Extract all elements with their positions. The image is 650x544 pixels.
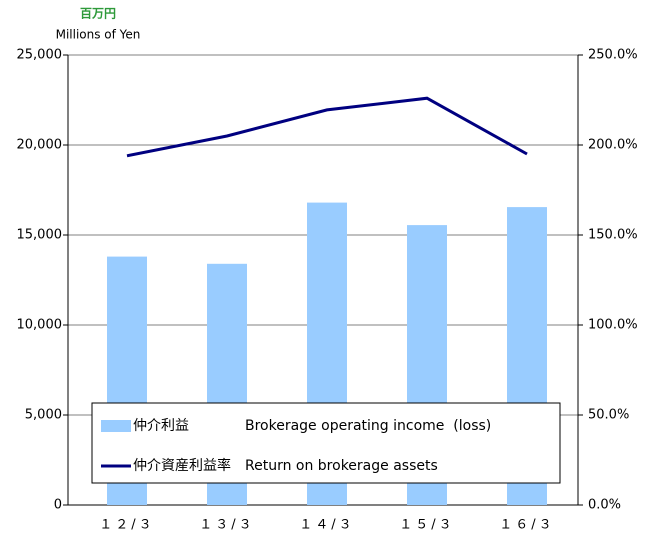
y2-tick-label: 0.0% [588, 498, 621, 513]
y-tick-label: 0 [54, 498, 62, 513]
x-tick-label: １６/３ [499, 518, 554, 533]
legend-swatch [101, 420, 131, 432]
x-tick-label: １３/３ [199, 518, 254, 533]
x-tick-label: １２/３ [99, 518, 154, 533]
legend: 仲介利益 Brokerage operating income (loss) 仲介… [91, 402, 561, 484]
y2-tick-label: 150.0% [588, 228, 638, 243]
y-tick-label: 25,000 [17, 48, 63, 63]
legend-label: 仲介資産利益率 Return on brokerage assets [133, 457, 438, 474]
legend-box [91, 402, 561, 484]
x-tick-label: １５/３ [399, 518, 454, 533]
y-tick-label: 10,000 [17, 318, 63, 333]
legend-label: 仲介利益 Brokerage operating income (loss) [133, 418, 491, 434]
y-tick-label: 20,000 [17, 138, 63, 153]
line [126, 96, 528, 158]
y2-tick-label: 100.0% [588, 318, 638, 333]
unit-label: Millions of Yen [56, 28, 141, 42]
y-tick-label: 5,000 [25, 408, 62, 423]
y2-tick-label: 250.0% [588, 48, 638, 63]
y2-tick-label: 50.0% [588, 408, 629, 423]
x-tick-label: １４/３ [299, 518, 354, 533]
grid: 0 5,000 10,000 15,000 20,000 25,000 0.0% 50.0% 1… [17, 48, 638, 533]
unit-label-ja: 百万円 [80, 7, 116, 21]
y-tick-label: 15,000 [17, 228, 63, 243]
y2-tick-label: 200.0% [588, 138, 638, 153]
